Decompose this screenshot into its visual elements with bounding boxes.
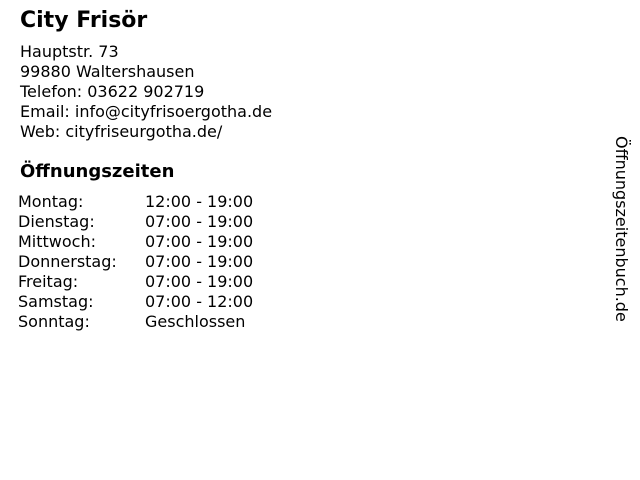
email-line: Email: info@cityfrisoergotha.de xyxy=(20,102,273,121)
day-label: Samstag: xyxy=(18,292,94,311)
time-value: 07:00 - 12:00 xyxy=(145,292,254,311)
hours-row-thursday: Donnerstag: 07:00 - 19:00 xyxy=(18,252,253,272)
time-value: Geschlossen xyxy=(145,312,246,331)
time-value: 07:00 - 19:00 xyxy=(145,272,254,291)
hours-row-friday: Freitag: 07:00 - 19:00 xyxy=(18,272,253,292)
hours-heading: Öffnungszeiten xyxy=(20,161,175,182)
hours-row-monday: Montag: 12:00 - 19:00 xyxy=(18,192,253,212)
hours-row-tuesday: Dienstag: 07:00 - 19:00 xyxy=(18,212,253,232)
time-value: 07:00 - 19:00 xyxy=(145,232,254,251)
watermark-oeffnungszeitenbuch: Öffnungszeitenbuch.de xyxy=(612,136,631,322)
day-label: Freitag: xyxy=(18,272,79,291)
day-label: Montag: xyxy=(18,192,84,211)
day-label: Dienstag: xyxy=(18,212,95,231)
day-label: Mittwoch: xyxy=(18,232,96,251)
contact-block: Hauptstr. 73 99880 Waltershausen Telefon… xyxy=(20,42,272,142)
day-label: Sonntag: xyxy=(18,312,90,331)
time-value: 12:00 - 19:00 xyxy=(145,192,254,211)
web-line: Web: cityfriseurgotha.de/ xyxy=(20,122,223,141)
hours-row-wednesday: Mittwoch: 07:00 - 19:00 xyxy=(18,232,253,252)
address-city: 99880 Waltershausen xyxy=(20,62,195,81)
hours-row-saturday: Samstag: 07:00 - 12:00 xyxy=(18,292,253,312)
business-name: City Frisör xyxy=(20,8,148,33)
hours-table: Montag: 12:00 - 19:00 Dienstag: 07:00 - … xyxy=(18,192,253,332)
address-street: Hauptstr. 73 xyxy=(20,42,119,61)
time-value: 07:00 - 19:00 xyxy=(145,212,254,231)
time-value: 07:00 - 19:00 xyxy=(145,252,254,271)
hours-row-sunday: Sonntag: Geschlossen xyxy=(18,312,253,332)
day-label: Donnerstag: xyxy=(18,252,117,271)
phone-line: Telefon: 03622 902719 xyxy=(20,82,205,101)
